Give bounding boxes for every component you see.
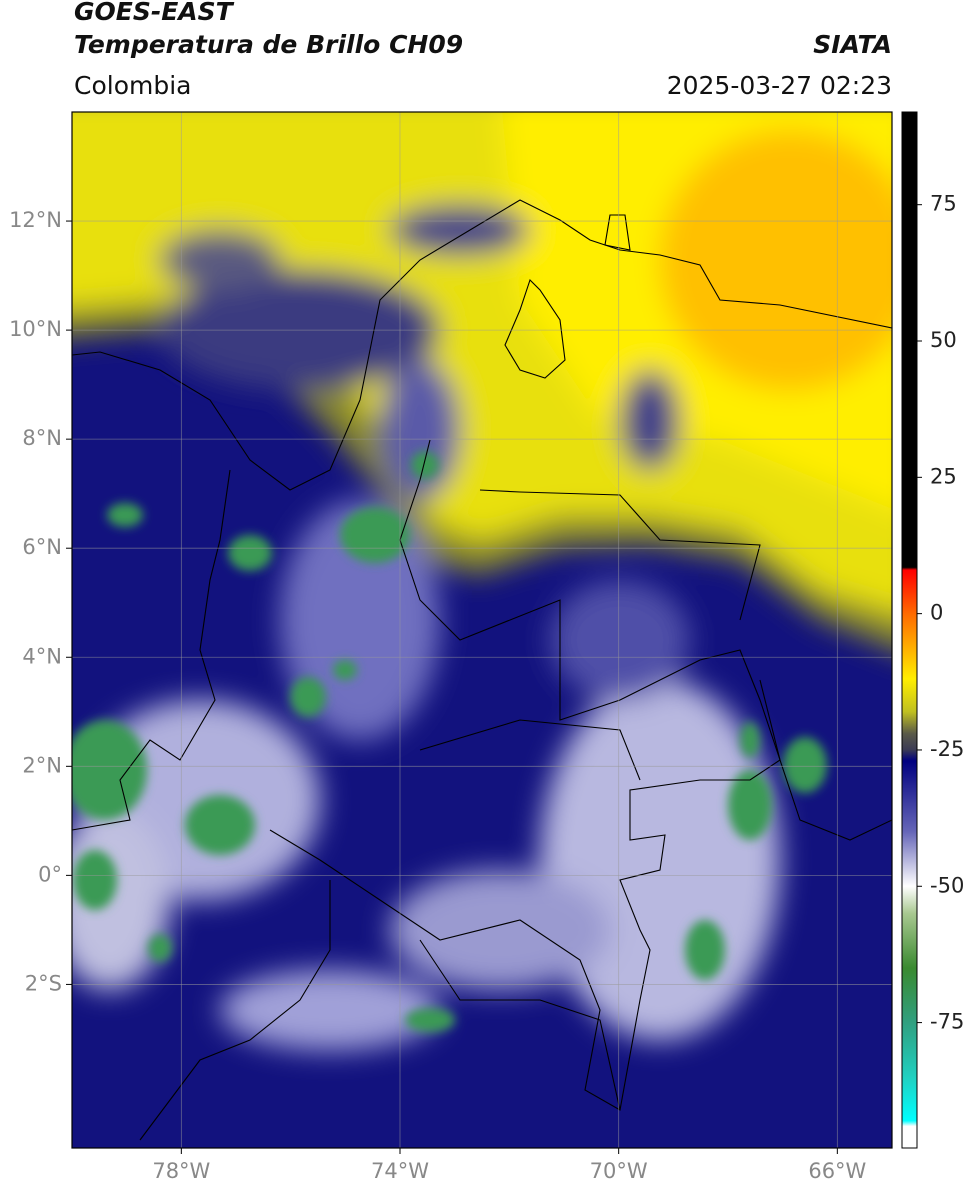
colorbar-tick-label: -25 (930, 737, 964, 761)
cold-cloud-tops (72, 451, 827, 1032)
y-tick-label: 12°N (9, 208, 62, 232)
y-tick-label: 4°N (22, 644, 62, 668)
coastlines-borders (72, 199, 892, 1141)
colorbar-tick-label: -50 (930, 873, 964, 897)
colorbar-tick-label: -75 (930, 1010, 964, 1034)
colorbar (901, 111, 918, 1149)
colorbar-tick-label: 75 (930, 192, 957, 216)
y-tick-label: 2°N (22, 753, 62, 777)
y-tick-label: 10°N (9, 317, 62, 341)
x-tick-label: 70°W (590, 1159, 648, 1183)
region: Colombia (74, 71, 191, 100)
y-tick-label: 6°N (22, 535, 62, 559)
x-tick-label: 74°W (371, 1159, 429, 1183)
title: GOES-EAST (74, 0, 235, 26)
cloud-field (72, 112, 892, 1050)
y-tick-label: 2°S (25, 971, 62, 995)
map-frame (71, 111, 893, 1149)
satellite-image (72, 112, 892, 1148)
x-tick-label: 78°W (152, 1159, 210, 1183)
subtitle: Temperatura de Brillo CH09 (74, 30, 463, 59)
colorbar-tick-label: 25 (930, 464, 957, 488)
y-tick-label: 8°N (22, 426, 62, 450)
colorbar-tick-label: 50 (930, 328, 957, 352)
source: SIATA (813, 30, 892, 59)
colorbar-tick-label: 0 (930, 601, 943, 625)
x-tick-label: 66°W (808, 1159, 866, 1183)
timestamp: 2025-03-27 02:23 (667, 71, 892, 100)
y-tick-label: 0° (38, 862, 62, 886)
